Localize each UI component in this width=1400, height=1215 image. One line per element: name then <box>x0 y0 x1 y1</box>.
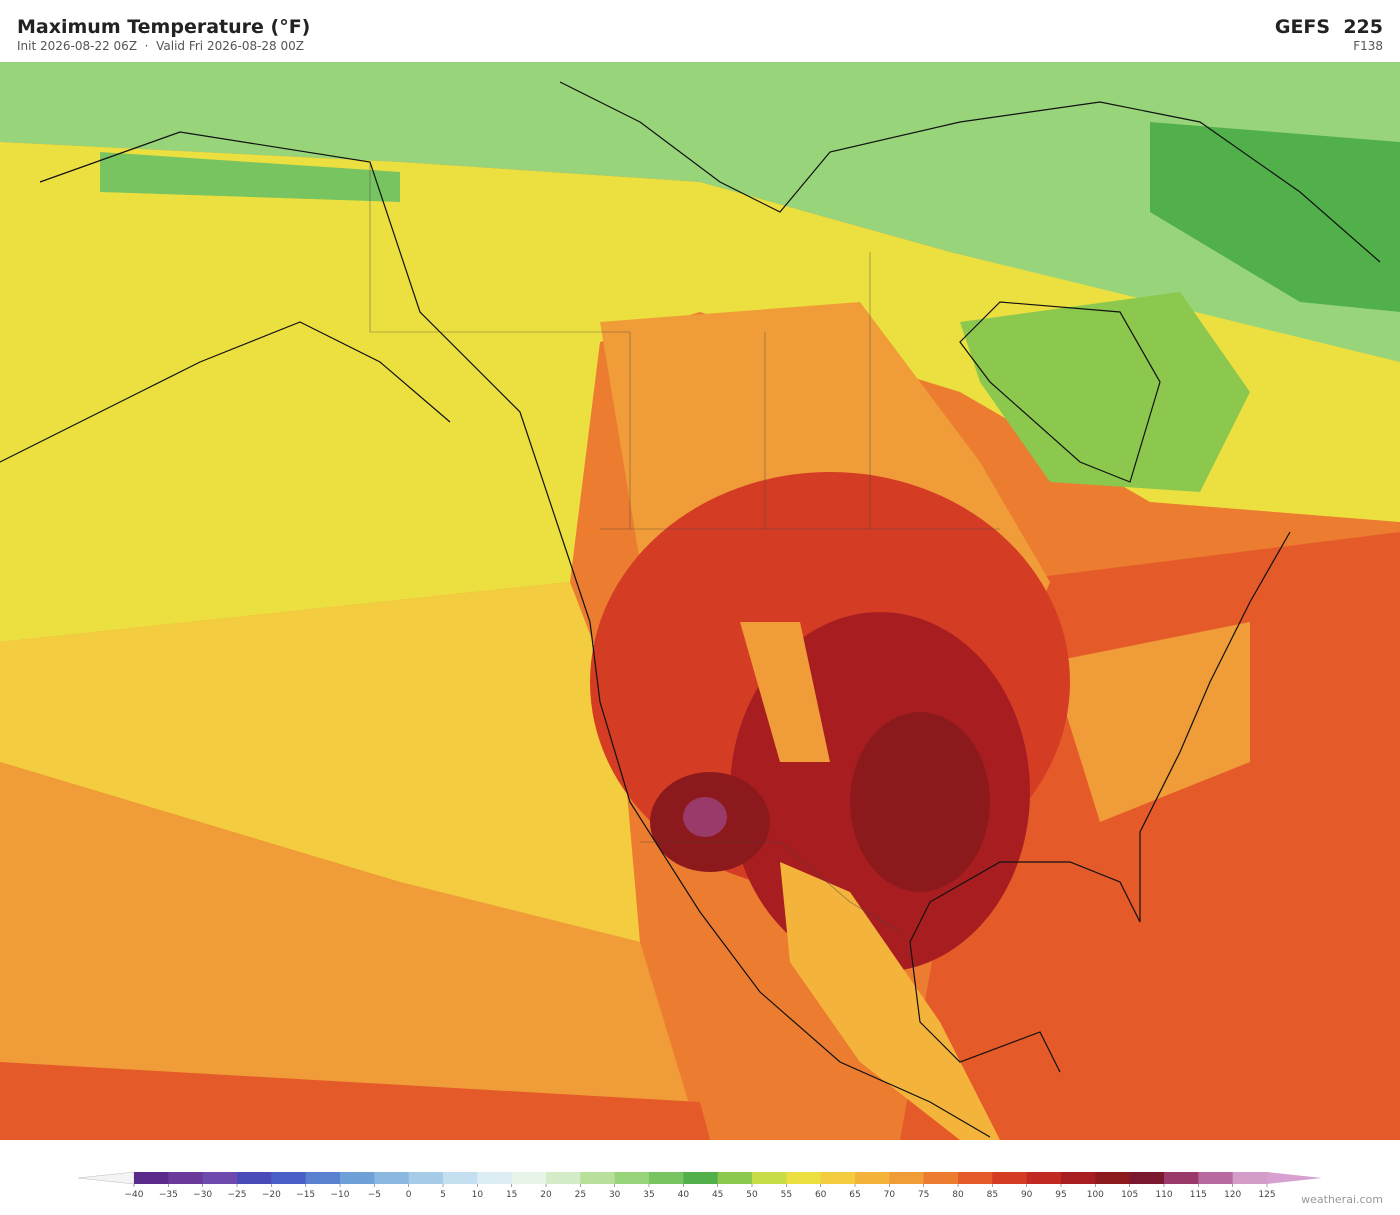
colorbar-segment <box>580 1172 616 1184</box>
colorbar-tick-label: −15 <box>296 1190 315 1200</box>
colorbar-tick-label: 65 <box>849 1190 860 1200</box>
colorbar-tick-label: 15 <box>506 1190 517 1200</box>
colorbar-segment <box>271 1172 307 1184</box>
colorbar-tick-label: 45 <box>712 1190 723 1200</box>
colorbar-tick-label: 35 <box>643 1190 654 1200</box>
colorbar-tick-label: −40 <box>125 1190 144 1200</box>
colorbar-segment <box>134 1172 169 1184</box>
colorbar-tick-label: −20 <box>262 1190 281 1200</box>
colorbar-tick-label: 50 <box>746 1190 758 1200</box>
colorbar-tick-label: 125 <box>1258 1190 1275 1200</box>
colorbar-tick-label: 30 <box>609 1190 621 1200</box>
colorbar-tick-label: 115 <box>1190 1190 1207 1200</box>
colorbar-segment <box>1061 1172 1096 1184</box>
colorbar-tick-label: 10 <box>472 1190 484 1200</box>
colorbar-segment <box>340 1172 375 1184</box>
colorbar-tick-label: 40 <box>678 1190 690 1200</box>
colorbar: −40 −35 −30 −25 −20 −15 −10 −5 0 5 10 15 20 25 30 35 40 4… <box>77 1171 1322 1200</box>
colorbar-segment <box>1164 1172 1199 1184</box>
colorbar-tick-label: −10 <box>331 1190 350 1200</box>
colorbar-segment <box>786 1172 822 1184</box>
colorbar-segment <box>889 1172 925 1184</box>
colorbar-segment <box>477 1172 513 1184</box>
colorbar-tick-label: 110 <box>1155 1190 1172 1200</box>
colorbar-segment <box>1129 1172 1165 1184</box>
colorbar-tick-label: −25 <box>228 1190 247 1200</box>
credit: weatherai.com <box>1301 1193 1383 1206</box>
colorbar-segment <box>511 1172 547 1184</box>
map-subtitle: Init 2026-08-22 06Z · Valid Fri 2026-08-… <box>17 39 304 53</box>
colorbar-tick-label: −5 <box>368 1190 381 1200</box>
colorbar-under <box>77 1171 135 1185</box>
colorbar-over <box>1267 1172 1322 1184</box>
colorbar-segment <box>1026 1172 1062 1184</box>
colorbar-segment <box>958 1172 993 1184</box>
colorbar-segment <box>992 1172 1028 1184</box>
colorbar-tick-label: 0 <box>406 1190 412 1200</box>
colorbar-tick-label: 100 <box>1087 1190 1104 1200</box>
map-title: Maximum Temperature (°F) <box>17 16 311 38</box>
colorbar-segment <box>408 1172 444 1184</box>
colorbar-tick-label: 60 <box>815 1190 827 1200</box>
colorbar-segment <box>305 1172 341 1184</box>
forecast-hour: F138 <box>1353 39 1383 53</box>
colorbar-segment <box>1198 1172 1234 1184</box>
colorbar-segment <box>546 1172 581 1184</box>
colorbar-segment <box>374 1172 410 1184</box>
colorbar-tick-label: 25 <box>575 1190 586 1200</box>
map <box>0 62 1400 1140</box>
colorbar-segment <box>1095 1172 1131 1184</box>
colorbar-tick-label: −35 <box>159 1190 178 1200</box>
colorbar-tick-label: 90 <box>1021 1190 1033 1200</box>
colorbar-segment <box>1232 1172 1268 1184</box>
colorbar-tick-label: 70 <box>884 1190 896 1200</box>
colorbar-segment <box>237 1172 272 1184</box>
colorbar-segment <box>683 1172 719 1184</box>
colorbar-segment <box>202 1172 238 1184</box>
colorbar-tick-label: 85 <box>987 1190 998 1200</box>
colorbar-tick-label: 5 <box>440 1190 446 1200</box>
colorbar-tick-label: 120 <box>1224 1190 1241 1200</box>
colorbar-segment <box>168 1172 204 1184</box>
colorbar-tick-label: 20 <box>540 1190 552 1200</box>
model-label: GEFS 225 <box>1274 16 1383 38</box>
colorbar-tick-label: 105 <box>1121 1190 1138 1200</box>
colorbar-segment <box>820 1172 856 1184</box>
colorbar-segment <box>443 1172 478 1184</box>
colorbar-tick-label: 55 <box>781 1190 792 1200</box>
colorbar-segment <box>752 1172 787 1184</box>
colorbar-segment <box>649 1172 684 1184</box>
colorbar-tick-label: 95 <box>1055 1190 1066 1200</box>
colorbar-tick-label: 75 <box>918 1190 929 1200</box>
colorbar-segment <box>717 1172 753 1184</box>
colorbar-tick-label: −30 <box>193 1190 212 1200</box>
colorbar-segment <box>855 1172 890 1184</box>
colorbar-segment <box>923 1172 959 1184</box>
colorbar-tick-label: 80 <box>952 1190 964 1200</box>
colorbar-segment <box>614 1172 650 1184</box>
